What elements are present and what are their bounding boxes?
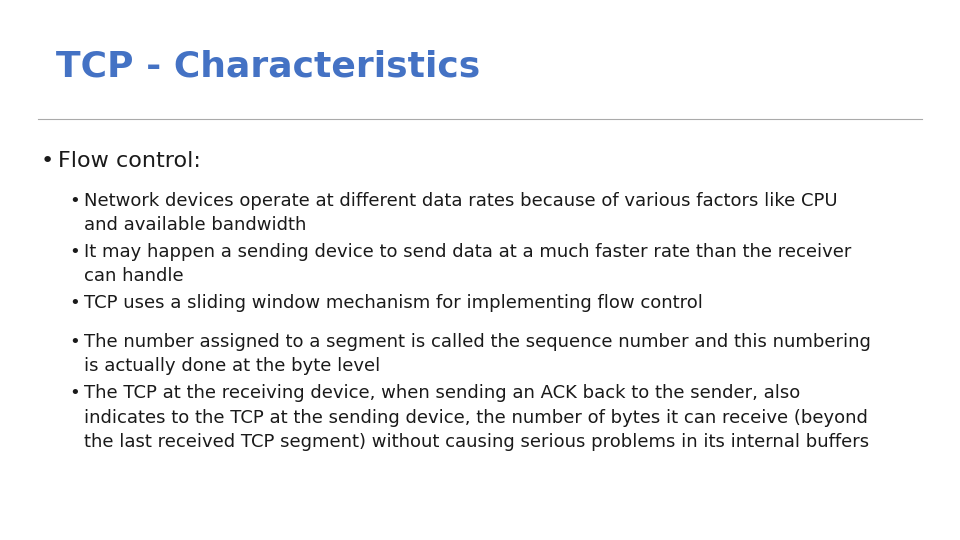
Text: •: • bbox=[69, 192, 80, 210]
Text: •: • bbox=[40, 151, 54, 171]
Text: •: • bbox=[69, 294, 80, 312]
Text: •: • bbox=[69, 243, 80, 261]
Text: Network devices operate at different data rates because of various factors like : Network devices operate at different dat… bbox=[84, 192, 838, 234]
Text: The TCP at the receiving device, when sending an ACK back to the sender, also
in: The TCP at the receiving device, when se… bbox=[84, 384, 870, 451]
Text: TCP uses a sliding window mechanism for implementing flow control: TCP uses a sliding window mechanism for … bbox=[84, 294, 704, 312]
Text: Flow control:: Flow control: bbox=[58, 151, 201, 171]
Text: TCP - Characteristics: TCP - Characteristics bbox=[56, 50, 480, 84]
Text: The number assigned to a segment is called the sequence number and this numberin: The number assigned to a segment is call… bbox=[84, 333, 872, 375]
Text: •: • bbox=[69, 384, 80, 402]
Text: It may happen a sending device to send data at a much faster rate than the recei: It may happen a sending device to send d… bbox=[84, 243, 852, 285]
Text: •: • bbox=[69, 333, 80, 351]
